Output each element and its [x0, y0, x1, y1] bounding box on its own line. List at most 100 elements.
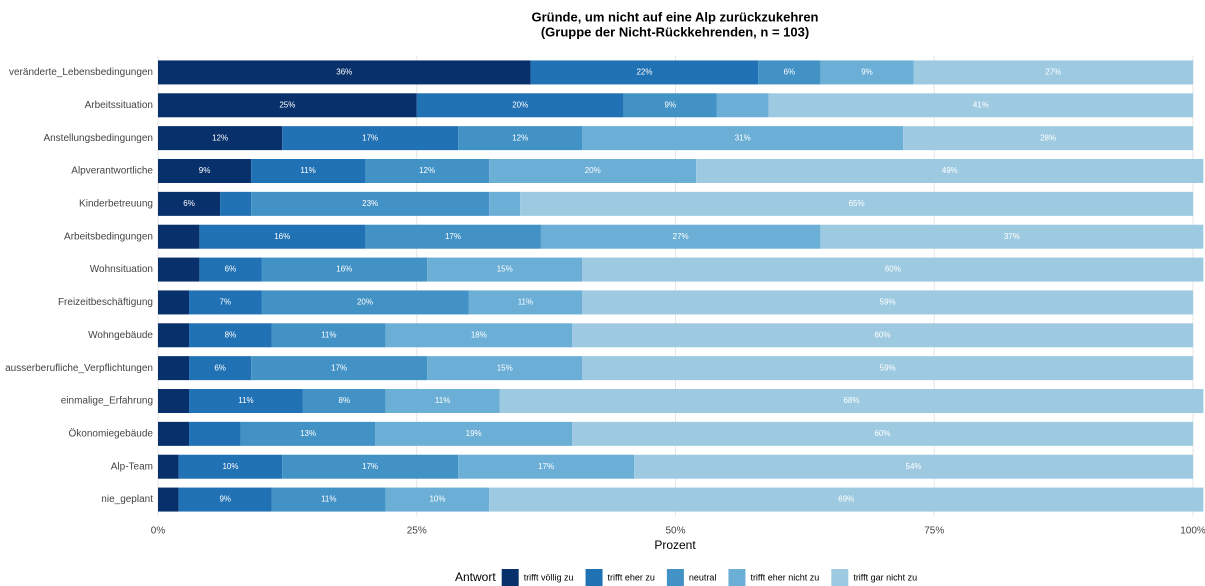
bar-segment [468, 290, 583, 315]
bar-segment [820, 60, 914, 85]
bar-segment [189, 323, 272, 348]
bar-segment [158, 487, 179, 512]
bar-segment [251, 356, 428, 381]
bar-segment [820, 224, 1204, 249]
legend-swatch [831, 569, 849, 586]
data-label: 59% [880, 363, 896, 372]
data-label: 9% [861, 68, 873, 77]
data-label: 36% [336, 68, 352, 77]
data-label: 15% [497, 265, 513, 274]
data-label: 6% [784, 68, 796, 77]
data-label: 17% [538, 462, 554, 471]
bar-segment [572, 421, 1193, 446]
bar-segment [623, 93, 717, 118]
data-label: 11% [321, 330, 336, 339]
bar-segment [189, 356, 252, 381]
data-label: 20% [585, 166, 601, 175]
bar-segment [158, 290, 190, 315]
data-label: 8% [339, 396, 351, 405]
data-label: 20% [512, 100, 528, 109]
data-label: 60% [874, 330, 890, 339]
data-label: 60% [874, 429, 890, 438]
legend-label: trifft eher zu [608, 572, 655, 582]
bar-segment [903, 126, 1193, 151]
bar-segment [158, 60, 531, 85]
chart-title: Gründe, um nicht auf eine Alp zurückzuke… [531, 9, 818, 24]
bar-segment [365, 159, 490, 183]
bar-segment [385, 487, 490, 512]
bar-segment [158, 159, 252, 183]
bar-segment [271, 487, 386, 512]
bar-segment [427, 356, 583, 381]
legend-label: trifft eher nicht zu [750, 572, 819, 582]
data-label: 11% [435, 396, 450, 405]
data-label: 69% [838, 495, 854, 504]
data-label: 11% [518, 298, 533, 307]
data-label: 27% [673, 232, 689, 241]
bar-segment [520, 191, 1193, 216]
bar-segment [158, 421, 190, 446]
chart-subtitle: (Gruppe der Nicht-Rückkehrenden, n = 103… [541, 24, 809, 39]
bar-segment [375, 421, 572, 446]
y-tick-label: Arbeitssituation [85, 100, 153, 111]
x-tick-label: 25% [407, 526, 427, 537]
y-tick-label: Ökonomiegebäude [68, 427, 153, 439]
data-label: 18% [471, 330, 487, 339]
bar-segment [458, 126, 583, 151]
bar-segment [427, 257, 583, 282]
bar-segment [189, 389, 303, 413]
data-label: 19% [466, 429, 482, 438]
bar-segment [489, 487, 1204, 512]
bar-segment [251, 159, 365, 183]
y-tick-label: Anstellungsbedingungen [43, 133, 153, 144]
data-label: 54% [906, 462, 922, 471]
data-label: 9% [219, 495, 231, 504]
bar-segment [261, 257, 428, 282]
data-label: 11% [321, 495, 336, 504]
data-label: 9% [199, 166, 211, 175]
bar-segment [158, 126, 283, 151]
bar-segment [582, 356, 1193, 381]
bar-segment [158, 224, 200, 249]
legend-swatch [666, 569, 684, 586]
bar-segment [758, 60, 821, 85]
bar-segment [489, 191, 521, 216]
data-label: 16% [274, 232, 290, 241]
bar-segment [158, 389, 190, 413]
bar-segment [572, 323, 1193, 348]
data-label: 22% [636, 68, 652, 77]
bar-segment [282, 454, 459, 479]
data-label: 6% [214, 363, 226, 372]
legend-swatch [585, 569, 603, 586]
data-label: 12% [419, 166, 435, 175]
bar-segment [178, 454, 283, 479]
legend-label: trifft völlig zu [524, 572, 574, 582]
bar-segment [696, 159, 1204, 183]
data-label: 11% [300, 166, 315, 175]
legend-swatch [501, 569, 519, 586]
bar-segment [458, 454, 635, 479]
x-tick-label: 50% [665, 526, 685, 537]
bar-segment [540, 224, 821, 249]
bar-segment [582, 257, 1204, 282]
bar-segment [634, 454, 1193, 479]
bar-segment [199, 224, 365, 249]
bar-segment [385, 323, 572, 348]
x-tick-label: 75% [924, 526, 944, 537]
legend-swatch [728, 569, 746, 586]
bar-segment [261, 290, 469, 315]
data-label: 15% [497, 363, 513, 372]
bar-segment [240, 421, 376, 446]
data-label: 13% [300, 429, 316, 438]
bar-segment [251, 191, 490, 216]
bar-segment [158, 191, 221, 216]
bar-segment [302, 389, 386, 413]
data-label: 17% [331, 363, 347, 372]
data-label: 59% [880, 298, 896, 307]
data-label: 17% [362, 133, 378, 142]
data-label: 6% [225, 265, 237, 274]
data-label: 17% [362, 462, 378, 471]
data-label: 7% [219, 298, 231, 307]
data-label: 8% [225, 330, 237, 339]
